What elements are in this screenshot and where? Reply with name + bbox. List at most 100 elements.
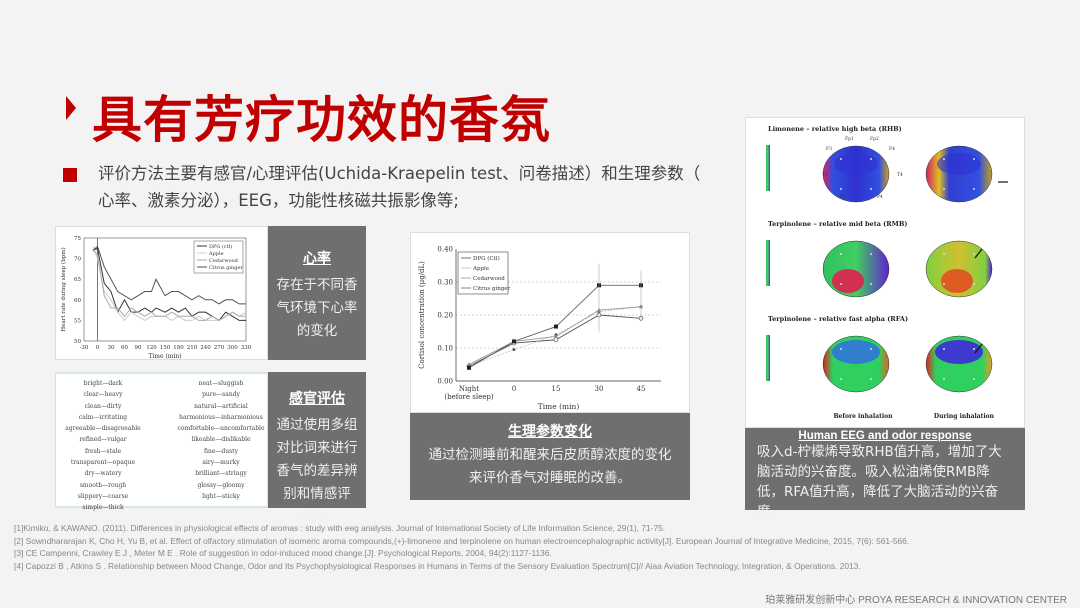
word-pair: airy—murky <box>202 459 240 467</box>
series-line-citrus-ginger <box>92 245 246 305</box>
electrode-dot <box>973 253 975 255</box>
x-tick-label: (before sleep) <box>444 393 493 401</box>
heart-rate-caption: 心率 存在于不同香气环境下心率的变化 <box>268 226 366 360</box>
y-tick-label: 0.10 <box>437 345 453 353</box>
sensory-heading: 感官评估 <box>289 391 345 407</box>
electrode-dot <box>840 378 842 380</box>
page-title: 具有芳疗功效的香氛 <box>92 91 551 149</box>
word-pair: dry—watery <box>84 470 122 478</box>
x-tick-label: 0 <box>512 385 516 393</box>
word-pair: neat—sluggish <box>198 380 244 387</box>
data-point <box>467 365 471 370</box>
physio-text: 通过检测睡前和醒来后皮质醇浓度的变化来评价香气对睡眠的改善。 <box>428 447 672 486</box>
x-tick-label: 120 <box>146 345 157 351</box>
word-pair: glossy—gloomy <box>197 481 245 489</box>
reference-item: [1]Kimiko, & KAWANO. (2011). Differences… <box>14 523 666 533</box>
color-scale-bar <box>766 335 770 381</box>
column-label: Before inhalation <box>833 413 893 420</box>
legend-label: Citrus ginger <box>473 286 511 292</box>
electrode-label: Fp1 <box>845 136 854 142</box>
electrode-label: F3 <box>826 146 832 152</box>
electrode-dot <box>973 283 975 285</box>
word-pair: comfortable—uncomfortable <box>177 425 265 433</box>
series-line-dpg-ctl- <box>92 247 246 322</box>
word-pair: natural—artificial <box>194 402 248 410</box>
word-pair: likeable—dislikable <box>191 436 251 444</box>
word-pair: refined—vulgar <box>79 436 127 444</box>
color-scale-bar <box>766 240 770 286</box>
y-tick-label: 0.40 <box>437 246 453 254</box>
eeg-row-title: Limonene – relative high beta (RHB) <box>768 125 902 133</box>
x-axis-label: Time (min) <box>538 402 580 411</box>
footer-brand: 珀莱雅研发创新中心 PROYA RESEARCH & INNOVATION CE… <box>765 595 1067 606</box>
y-axis-label: Heart rate during sleep (bpm) <box>60 247 67 331</box>
x-tick-label: 0 <box>96 345 100 351</box>
cortisol-chart: 0.00 0.10 0.20 0.30 0.40 Night(before sleep) 0… <box>418 246 661 411</box>
heart-rate-text: 存在于不同香气环境下心率的变化 <box>276 277 358 339</box>
word-pair: transparent—opaque <box>70 459 136 467</box>
x-tick-label: -30 <box>80 345 89 351</box>
word-pair: bright—dark <box>83 380 123 387</box>
legend-label: Apple <box>208 251 224 257</box>
pairs-left-column: bright—dark clear—heavy clean—dirty calm—ir… <box>58 378 148 514</box>
electrode-dot <box>840 348 842 350</box>
eeg-caption: Human EEG and odor response 吸入d-柠檬烯导致RHB… <box>745 428 1025 520</box>
electrode-dot <box>943 188 945 190</box>
bullet-square-icon <box>63 168 77 182</box>
electrode-dot <box>840 283 842 285</box>
title-arrow-icon <box>66 96 76 120</box>
heart-rate-heading: 心率 <box>303 251 331 267</box>
physio-heading: 生理参数变化 <box>508 424 592 440</box>
word-pair: clear—heavy <box>83 391 123 399</box>
heart-rate-figure: -30 0 30 60 90 120 150 180 210 240 270 300 330 50 55 60… <box>55 226 268 360</box>
y-tick-label: 65 <box>74 277 81 283</box>
cortisol-figure: 0.00 0.10 0.20 0.30 0.40 Night (before sleep) 0… <box>410 232 690 413</box>
x-tick-label: 330 <box>241 345 252 351</box>
data-point <box>512 348 516 352</box>
electrode-dot <box>943 283 945 285</box>
electrode-dot <box>973 348 975 350</box>
electrode-label: Fp2 <box>870 136 879 142</box>
column-label: During inhalation <box>934 413 995 420</box>
legend-label: Cedarwood <box>209 258 239 264</box>
data-point <box>467 362 471 366</box>
electrode-dot <box>943 253 945 255</box>
electrode-dot <box>870 283 872 285</box>
x-tick-label: Night <box>459 385 479 393</box>
legend-label: DPG (ctl) <box>209 243 232 250</box>
electrode-dot <box>943 348 945 350</box>
word-pair: slippery—coarse <box>77 492 129 500</box>
word-pair: smooth—rough <box>79 481 127 489</box>
electrode-dot <box>943 158 945 160</box>
legend-label: Cedarwood <box>473 276 505 282</box>
legend-label: DPG (Ctl) <box>473 255 500 262</box>
legend-label: Citrus ginger <box>209 265 243 271</box>
map-region <box>832 269 864 293</box>
word-pair: fine—dusty <box>203 447 238 455</box>
word-pair: harmonious—inharmonious <box>179 413 263 421</box>
electrode-dot <box>870 378 872 380</box>
x-tick-label: 60 <box>121 345 128 351</box>
map-region <box>834 153 878 175</box>
x-tick-label: 210 <box>187 345 198 351</box>
physio-caption: 生理参数变化 通过检测睡前和醒来后皮质醇浓度的变化来评价香气对睡眠的改善。 <box>410 413 690 500</box>
arrow-icon <box>974 248 983 259</box>
y-tick-label: 0.00 <box>437 378 453 386</box>
references: [1]Kimiko, & KAWANO. (2011). Differences… <box>14 522 909 572</box>
electrode-dot <box>973 378 975 380</box>
word-pair: light—sticky <box>202 492 240 500</box>
electrode-label: F4 <box>889 146 895 152</box>
map-region <box>937 153 981 175</box>
electrode-label: T4 <box>897 172 903 178</box>
eeg-row-title: Terpinolene – relative fast alpha (RFA) <box>768 315 908 323</box>
plot-frame <box>83 237 247 342</box>
x-tick-label: 300 <box>227 345 238 351</box>
y-tick-label: 60 <box>74 298 81 304</box>
electrode-dot <box>870 253 872 255</box>
y-axis-label: Cortisol concentration (μg/dL) <box>418 261 426 369</box>
y-tick-label: 70 <box>74 257 81 263</box>
electrode-label: P3 <box>840 194 846 200</box>
x-tick-label: 45 <box>637 385 646 393</box>
color-scale-bar <box>766 145 770 191</box>
electrode-dot <box>870 188 872 190</box>
